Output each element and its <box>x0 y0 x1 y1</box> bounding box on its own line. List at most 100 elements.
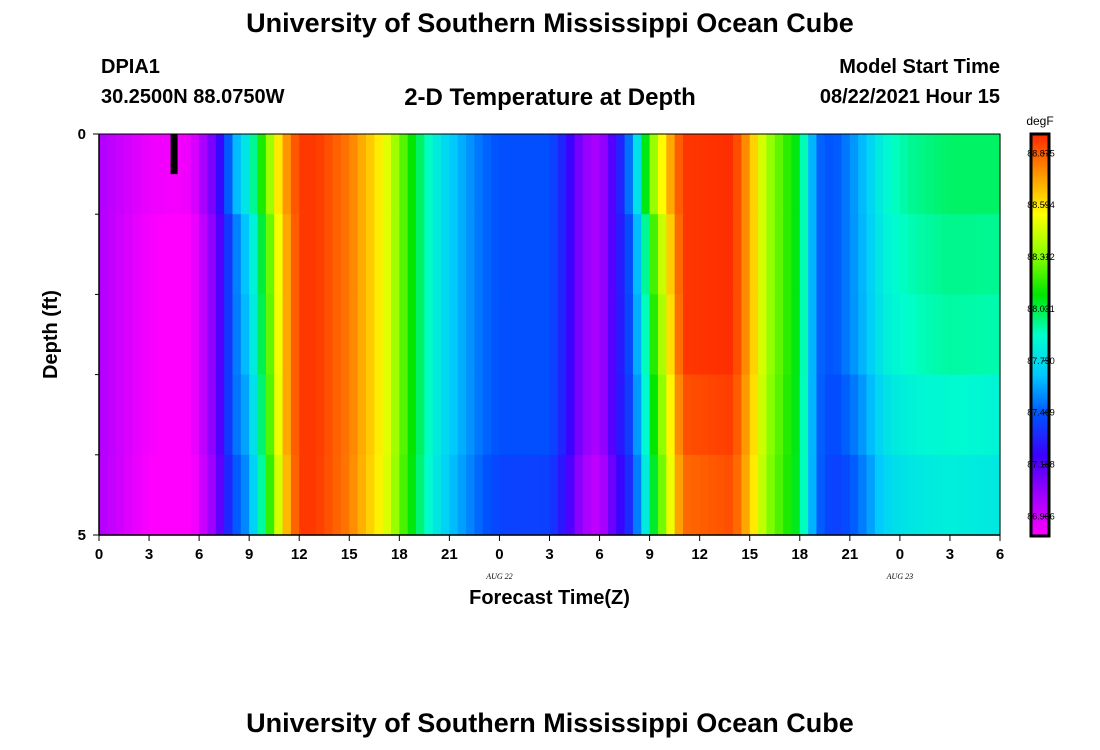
missing-data-marker <box>170 134 178 175</box>
heatmap-cell <box>290 214 300 295</box>
heatmap-cell <box>140 294 150 376</box>
heatmap-cell <box>874 214 884 295</box>
heatmap-cell <box>841 374 851 456</box>
heatmap-cell <box>666 134 676 215</box>
heatmap-cell <box>682 374 692 456</box>
heatmap-cell <box>432 214 442 295</box>
heatmap-cell <box>115 214 125 295</box>
heatmap-cell <box>708 374 717 456</box>
heatmap-cell <box>324 294 334 376</box>
heatmap-cell <box>724 134 734 215</box>
heatmap-cell <box>699 214 709 295</box>
heatmap-cell <box>157 294 167 376</box>
heatmap-cell <box>407 374 417 456</box>
heatmap-cell <box>482 374 492 456</box>
heatmap-cell <box>274 214 284 295</box>
heatmap-cell <box>916 134 926 215</box>
heatmap-cell <box>741 214 751 295</box>
heatmap-cell <box>991 214 1001 295</box>
colorbar <box>1029 132 1051 538</box>
heatmap-cell <box>315 134 325 215</box>
heatmap-cell <box>132 374 142 456</box>
heatmap-cell <box>949 134 959 215</box>
heatmap-cell <box>974 374 984 456</box>
heatmap-cell <box>566 214 576 295</box>
heatmap-cell <box>332 374 342 456</box>
heatmap-cell <box>549 374 559 456</box>
heatmap-cell <box>365 134 375 215</box>
heatmap-cell <box>140 374 150 456</box>
colorbar-tick-label: 88.031 <box>1027 304 1055 314</box>
heatmap-cell <box>474 374 484 456</box>
heatmap-cell <box>816 134 826 215</box>
heatmap-cell <box>716 134 726 215</box>
heatmap-cell <box>532 454 542 536</box>
heatmap-cell <box>958 214 968 295</box>
heatmap-cell <box>365 374 375 456</box>
heatmap-cell <box>599 294 609 376</box>
heatmap-cell <box>708 214 717 295</box>
x-tick-label: 12 <box>691 546 708 563</box>
heatmap-cell <box>441 134 450 215</box>
heatmap-cell <box>883 454 893 536</box>
heatmap-cell <box>441 374 450 456</box>
heatmap-cell <box>674 454 684 536</box>
heatmap-cell <box>157 454 167 536</box>
heatmap-cell <box>591 374 601 456</box>
heatmap-cell <box>491 454 501 536</box>
heatmap-cell <box>124 134 133 215</box>
heatmap-cell <box>466 374 476 456</box>
heatmap-cell <box>224 134 234 215</box>
heatmap-cell <box>265 374 275 456</box>
model-start-value: 08/22/2021 Hour 15 <box>819 86 1000 108</box>
heatmap-cell <box>149 294 158 376</box>
heatmap-cell <box>916 294 926 376</box>
heatmap-cell <box>841 214 851 295</box>
heatmap-cell <box>933 374 943 456</box>
heatmap-cell <box>874 294 884 376</box>
heatmap-cell <box>557 294 567 376</box>
heatmap-cell <box>507 214 517 295</box>
heatmap-cell <box>524 134 534 215</box>
heatmap-cell <box>883 294 893 376</box>
heatmap-cell <box>849 214 859 295</box>
heatmap-cell <box>924 134 934 215</box>
heatmap-cell <box>733 454 742 536</box>
heatmap-cell <box>299 454 309 536</box>
heatmap-cell <box>849 134 859 215</box>
heatmap-cell <box>833 374 843 456</box>
heatmap-cell <box>524 374 534 456</box>
heatmap-cells <box>99 134 1001 536</box>
heatmap-cell <box>716 294 726 376</box>
heatmap-cell <box>899 294 909 376</box>
heatmap-cell <box>182 214 192 295</box>
heatmap-cell <box>708 454 717 536</box>
heatmap-cell <box>474 454 484 536</box>
heatmap-cell <box>499 294 509 376</box>
heatmap-cell <box>257 294 267 376</box>
heatmap-cell <box>532 134 542 215</box>
heatmap-cell <box>457 214 467 295</box>
heatmap-cell <box>574 214 584 295</box>
heatmap-cell <box>674 374 684 456</box>
heatmap-cell <box>591 294 601 376</box>
heatmap-cell <box>532 374 542 456</box>
heatmap-cell <box>541 374 551 456</box>
heatmap-cell <box>315 214 325 295</box>
heatmap-cell <box>933 134 943 215</box>
heatmap-cell <box>182 134 192 215</box>
heatmap-cell <box>449 134 459 215</box>
heatmap-cell <box>215 214 225 295</box>
heatmap-cell <box>107 294 117 376</box>
heatmap-cell <box>357 454 367 536</box>
heatmap-cell <box>833 294 843 376</box>
heatmap-cell <box>424 214 434 295</box>
heatmap-cell <box>340 454 350 536</box>
heatmap-cell <box>199 134 209 215</box>
heatmap-cell <box>290 134 300 215</box>
heatmap-cell <box>607 214 617 295</box>
heatmap-cell <box>582 454 592 536</box>
heatmap-cell <box>207 294 217 376</box>
heatmap-cell <box>941 214 951 295</box>
heatmap-cell <box>582 214 592 295</box>
